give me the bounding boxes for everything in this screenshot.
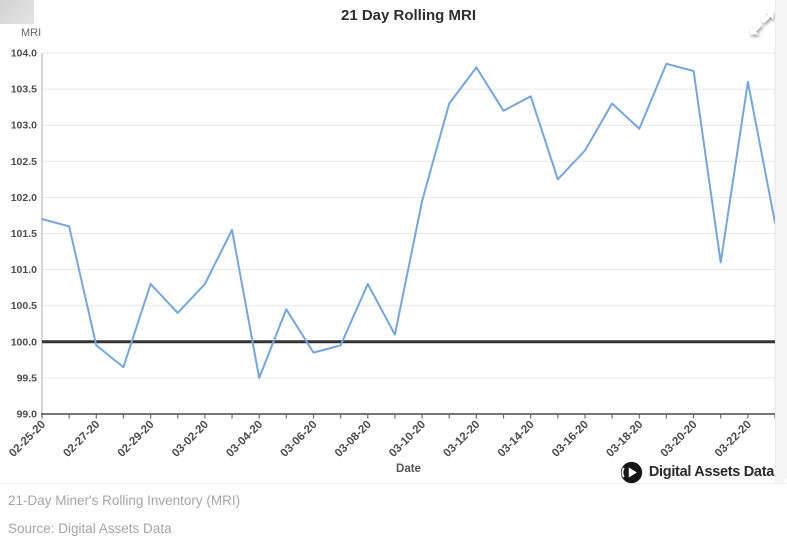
expand-icon bbox=[745, 11, 779, 43]
svg-text:99.0: 99.0 bbox=[17, 409, 38, 421]
chart-title: 21 Day Rolling MRI bbox=[340, 7, 477, 24]
corner-overlay-patch bbox=[0, 0, 34, 24]
x-ticks-and-labels: 02-25-20 02-27-20 02-29-20 03-02-20 03-04-20… bbox=[7, 414, 776, 460]
svg-text:101.5: 101.5 bbox=[11, 228, 37, 240]
play-circle-icon bbox=[619, 460, 644, 485]
svg-text:104.0: 104.0 bbox=[11, 48, 37, 60]
svg-text:100.5: 100.5 bbox=[11, 300, 37, 312]
expand-button[interactable] bbox=[745, 6, 779, 40]
svg-text:103.5: 103.5 bbox=[11, 84, 37, 96]
logo-text: Digital Assets Data bbox=[648, 464, 774, 480]
digital-assets-data-logo: Digital Assets Data bbox=[619, 458, 774, 486]
svg-text:02-27-20: 02-27-20 bbox=[61, 419, 102, 460]
chart-caption: 21-Day Miner's Rolling Inventory (MRI) bbox=[8, 493, 241, 508]
svg-text:03-06-20: 03-06-20 bbox=[279, 419, 320, 460]
svg-text:03-04-20: 03-04-20 bbox=[224, 419, 265, 460]
y-axis-title: MRI bbox=[21, 27, 42, 39]
svg-text:03-08-20: 03-08-20 bbox=[333, 419, 374, 460]
svg-text:03-10-20: 03-10-20 bbox=[387, 419, 428, 460]
page-edge-strip bbox=[775, 0, 787, 484]
y-tick-labels: 99.0 99.5 100.0 100.5 101.0 101.5 102.0 102.5 10… bbox=[11, 48, 37, 421]
svg-text:03-16-20: 03-16-20 bbox=[550, 419, 591, 460]
chart-source: Source: Digital Assets Data bbox=[8, 521, 172, 536]
mri-chart: 99.0 99.5 100.0 100.5 101.0 101.5 102.0 102.5 10… bbox=[7, 48, 776, 475]
svg-text:02-29-20: 02-29-20 bbox=[116, 419, 157, 460]
svg-text:102.5: 102.5 bbox=[11, 156, 37, 168]
svg-text:03-02-20: 03-02-20 bbox=[170, 419, 211, 460]
svg-text:03-12-20: 03-12-20 bbox=[441, 419, 482, 460]
svg-text:99.5: 99.5 bbox=[17, 372, 38, 384]
svg-text:03-14-20: 03-14-20 bbox=[496, 419, 537, 460]
svg-text:03-22-20: 03-22-20 bbox=[713, 419, 754, 460]
svg-text:03-18-20: 03-18-20 bbox=[604, 419, 645, 460]
x-axis-title: Date bbox=[396, 463, 421, 475]
svg-text:02-25-20: 02-25-20 bbox=[7, 419, 48, 460]
svg-text:102.0: 102.0 bbox=[11, 192, 37, 204]
svg-text:03-20-20: 03-20-20 bbox=[659, 419, 700, 460]
chart-card-bottom-edge bbox=[0, 483, 787, 484]
mri-series-line bbox=[41, 62, 776, 379]
svg-text:103.0: 103.0 bbox=[11, 120, 37, 132]
svg-text:101.0: 101.0 bbox=[11, 264, 37, 276]
svg-text:100.0: 100.0 bbox=[11, 336, 37, 348]
y-gridlines bbox=[42, 52, 775, 415]
